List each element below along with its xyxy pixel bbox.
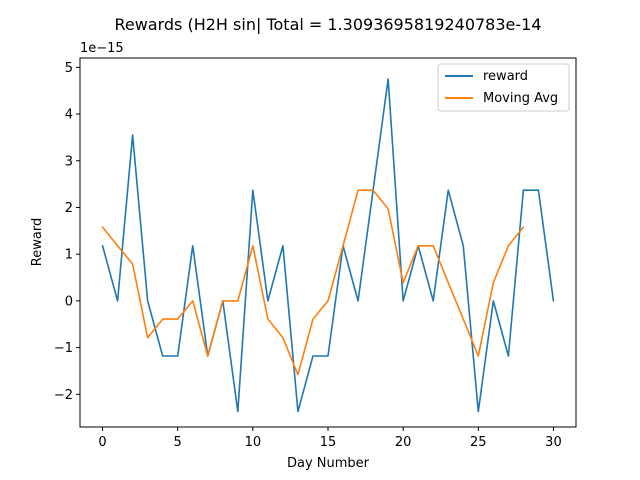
y-tick-label: 4	[65, 108, 73, 123]
y-offset-label: 1e−15	[80, 41, 124, 56]
y-tick-label: 2	[65, 201, 73, 216]
y-tick-label: 0	[65, 294, 73, 309]
x-tick-label: 0	[98, 435, 106, 450]
legend: reward Moving Avg	[437, 63, 570, 112]
legend-label-moving-avg: Moving Avg	[483, 91, 558, 106]
series-line-moving-avg	[101, 189, 525, 376]
x-tick-label: 5	[174, 435, 182, 450]
legend-label-reward: reward	[483, 69, 528, 84]
x-tick-label: 20	[395, 435, 412, 450]
x-tick-label: 25	[470, 435, 487, 450]
series-line-reward	[101, 78, 555, 413]
x-tick-label: 30	[545, 435, 562, 450]
y-tick-label: −2	[54, 388, 73, 403]
x-tick-label: 10	[245, 435, 262, 450]
y-tick-label: 5	[65, 61, 73, 76]
plot-frame	[79, 57, 577, 428]
chart-title: Rewards (H2H sin| Total = 1.309369581924…	[114, 15, 541, 34]
x-tick-label: 15	[320, 435, 337, 450]
y-axis-label: Reward	[30, 218, 45, 266]
y-tick-label: −1	[54, 341, 73, 356]
y-tick-label: 3	[65, 154, 73, 169]
x-axis-label: Day Number	[287, 456, 370, 471]
y-tick-label: 1	[65, 248, 73, 263]
